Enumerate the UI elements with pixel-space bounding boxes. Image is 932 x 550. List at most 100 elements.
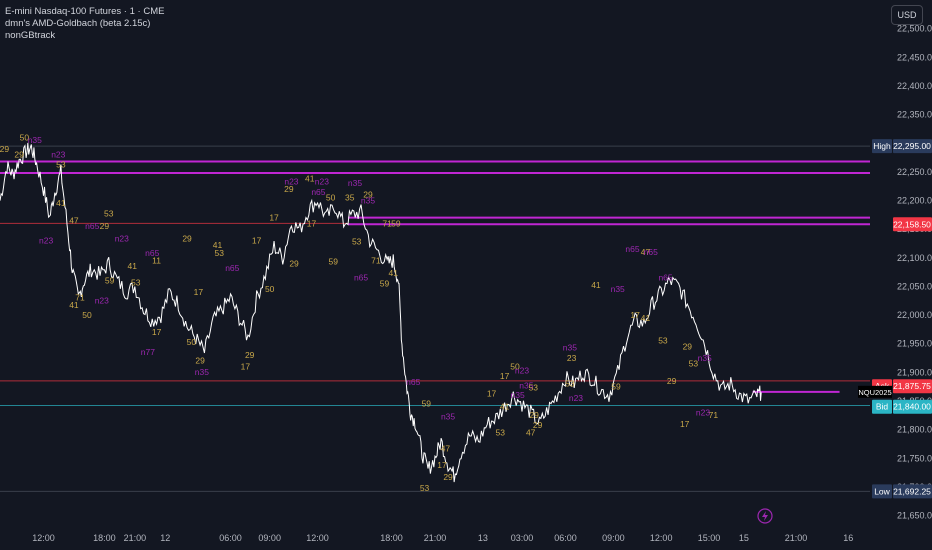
goldbach-label: 29	[683, 341, 693, 351]
goldbach-label: n35	[361, 195, 375, 205]
goldbach-label: n35	[698, 353, 712, 363]
goldbach-label: 50	[187, 337, 197, 347]
goldbach-label: n35	[441, 411, 455, 421]
goldbach-label: n65	[354, 273, 368, 283]
goldbach-label: n23	[51, 150, 65, 160]
goldbach-label: 17	[252, 235, 262, 245]
goldbach-label: 29	[100, 221, 110, 231]
goldbach-label: n65	[145, 248, 159, 258]
goldbach-label: 29	[443, 472, 453, 482]
goldbach-label: 29	[529, 410, 539, 420]
y-tick-label: 21,900.00	[897, 367, 932, 377]
goldbach-label: 41	[305, 174, 315, 184]
goldbach-label: 41	[56, 198, 66, 208]
goldbach-label: 41	[591, 280, 601, 290]
goldbach-label: 29	[195, 356, 205, 366]
goldbach-label: 59	[391, 218, 401, 228]
x-tick-label: 06:00	[554, 533, 577, 543]
goldbach-label: 17	[500, 371, 510, 381]
goldbach-label: n35	[511, 390, 525, 400]
y-tick-label: 22,100.00	[897, 253, 932, 263]
goldbach-label: 35	[345, 192, 355, 202]
x-tick-label: 21:00	[424, 533, 447, 543]
goldbach-label: n65	[225, 263, 239, 273]
goldbach-label: 71	[382, 218, 392, 228]
lightning-icon[interactable]	[757, 508, 773, 524]
y-tick-label: 22,250.00	[897, 167, 932, 177]
x-tick-label: 12:00	[650, 533, 673, 543]
goldbach-label: 59	[611, 382, 621, 392]
price-tag-value: 22,295.00	[893, 141, 931, 151]
goldbach-label: 53	[420, 483, 430, 493]
goldbach-label: n65	[658, 273, 672, 283]
x-tick-label: 12	[160, 533, 170, 543]
level-lines	[0, 145, 870, 492]
goldbach-label: n65	[644, 247, 658, 257]
price-tag-value: 21,692.25	[893, 486, 931, 496]
goldbach-label: 17	[630, 310, 640, 320]
goldbach-label: 41	[389, 268, 399, 278]
goldbach-label: 59	[328, 257, 338, 267]
y-tick-label: 22,450.00	[897, 52, 932, 62]
goldbach-label: 29	[667, 376, 677, 386]
goldbach-label: n23	[315, 176, 329, 186]
goldbach-label: 50	[20, 132, 30, 142]
currency-button[interactable]: USD	[891, 5, 923, 25]
x-tick-label: 09:00	[258, 533, 281, 543]
goldbach-label: 53	[104, 209, 114, 219]
goldbach-label: 17	[307, 218, 317, 228]
x-tick-label: 09:00	[602, 533, 625, 543]
svg-text:NQU2025: NQU2025	[858, 388, 891, 397]
chart-legend[interactable]: E-mini Nasdaq-100 Futures · 1 · CME dmn'…	[5, 6, 164, 42]
x-tick-label: 12:00	[306, 533, 329, 543]
goldbach-label: 41	[69, 300, 79, 310]
goldbach-label: 29	[363, 190, 373, 200]
indicator-amd-goldbach[interactable]: dmn's AMD-Goldbach (beta 2.15c)	[5, 18, 151, 29]
goldbach-label: 47	[69, 215, 79, 225]
price-tag-bid: Bid 21,840.00	[872, 399, 932, 414]
goldbach-label: n23	[515, 365, 529, 375]
x-tick-label: 03:00	[511, 533, 534, 543]
y-tick-label: 22,350.00	[897, 110, 932, 120]
price-series	[0, 142, 762, 483]
goldbach-label: 50	[82, 310, 92, 320]
goldbach-label: 71	[709, 410, 719, 420]
goldbach-label: 47	[441, 443, 451, 453]
goldbach-label: n35	[28, 135, 42, 145]
goldbach-label: 17	[241, 361, 251, 371]
goldbach-label: n23	[696, 407, 710, 417]
x-tick-label: 15	[739, 533, 749, 543]
goldbach-label: 59	[380, 278, 390, 288]
indicator-nongbtrack[interactable]: nonGBtrack	[5, 30, 56, 41]
price-tag-value: 22,158.50	[893, 219, 931, 229]
y-tick-label: 21,800.00	[897, 425, 932, 435]
x-tick-label: 21:00	[785, 533, 808, 543]
goldbach-label: 29	[245, 350, 255, 360]
x-tick-label: 16	[843, 533, 853, 543]
goldbach-label: 17	[194, 287, 204, 297]
price-axis[interactable]: 22,500.0022,450.0022,400.0022,350.0022,3…	[897, 24, 932, 521]
goldbach-label: 17	[269, 213, 279, 223]
goldbach-label: 41	[500, 402, 510, 412]
goldbach-label: 47	[641, 247, 651, 257]
goldbach-label: n23	[39, 235, 53, 245]
goldbach-label: 53	[689, 359, 699, 369]
goldbach-label: n23	[569, 393, 583, 403]
goldbach-label: n65	[625, 244, 639, 254]
goldbach-label: 29	[14, 150, 24, 160]
goldbach-label: 50	[326, 192, 336, 202]
symbol-title[interactable]: E-mini Nasdaq-100 Futures · 1 · CME	[5, 6, 165, 17]
x-tick-label: 15:00	[698, 533, 721, 543]
goldbach-label: n65	[406, 377, 420, 387]
goldbach-label: 71	[371, 256, 381, 266]
goldbach-label: 50	[510, 361, 520, 371]
goldbach-label: 53	[352, 237, 362, 247]
goldbach-label: 29	[182, 234, 192, 244]
x-tick-label: 13	[478, 533, 488, 543]
time-axis[interactable]: 12:00 18:00 21:00 12 06:00 09:00 12:00 18:00 21:…	[32, 508, 853, 543]
goldbach-label: 17	[680, 419, 690, 429]
y-tick-label: 22,200.00	[897, 195, 932, 205]
goldbach-label: 29	[289, 258, 299, 268]
